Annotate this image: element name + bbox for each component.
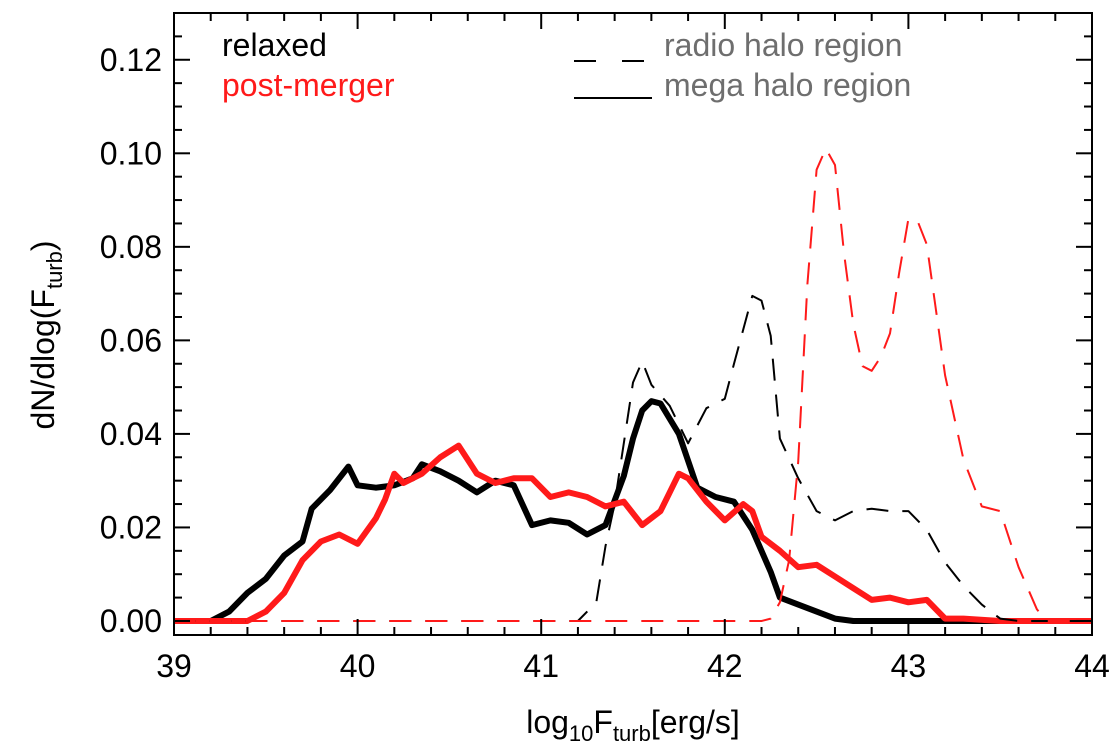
y-tick-label: 0.10 bbox=[100, 135, 162, 171]
x-title-unit: [erg/s] bbox=[651, 704, 740, 740]
y-title-tail: ) bbox=[25, 240, 61, 251]
x-tick-label: 43 bbox=[891, 648, 927, 684]
legend-post-merger: post-merger bbox=[222, 67, 395, 103]
x-tick-label: 39 bbox=[156, 648, 192, 684]
series-line-relaxed-radio-halo bbox=[174, 294, 1092, 622]
x-tick-label: 42 bbox=[707, 648, 743, 684]
x-tick-label: 40 bbox=[340, 648, 376, 684]
x-tick-label: 41 bbox=[523, 648, 559, 684]
y-tick-label: 0.02 bbox=[100, 509, 162, 545]
series-line-post-merger-radio-halo bbox=[174, 147, 1092, 622]
y-tick-label: 0.06 bbox=[100, 322, 162, 358]
y-title-head: dN/dlog(F bbox=[25, 289, 61, 430]
x-title-sub-10: 10 bbox=[569, 721, 593, 746]
tick-labels: 39 40 41 42 43 44 0.00 0.02 0.04 0.06 0.08 0.10 0.12 bbox=[100, 42, 1110, 684]
legend-style: radio halo region mega halo region bbox=[574, 27, 911, 103]
x-tick-label: 44 bbox=[1074, 648, 1110, 684]
series-line-relaxed-mega-halo bbox=[174, 398, 1092, 624]
legend-radio-halo: radio halo region bbox=[664, 27, 902, 63]
series-line-post-merger-mega-halo bbox=[174, 442, 1092, 624]
plot-frame bbox=[173, 12, 1093, 636]
legend-relaxed: relaxed bbox=[222, 27, 327, 63]
legend-mega-halo: mega halo region bbox=[664, 67, 911, 103]
x-title-f: F bbox=[593, 704, 613, 740]
x-title-sub-turb: turb bbox=[613, 721, 651, 746]
y-axis-title: dN/dlog(Fturb) bbox=[25, 240, 67, 429]
axis-ticks bbox=[173, 12, 1093, 635]
y-tick-label: 0.04 bbox=[100, 416, 162, 452]
y-tick-label: 0.00 bbox=[100, 603, 162, 639]
legend-color: relaxed post-merger bbox=[222, 27, 395, 103]
y-title-sub-turb: turb bbox=[42, 251, 67, 289]
x-title-base: log bbox=[526, 704, 569, 740]
x-axis-title: log10Fturb[erg/s] bbox=[526, 704, 740, 746]
y-tick-label: 0.08 bbox=[100, 229, 162, 265]
series-layer bbox=[174, 147, 1092, 624]
y-tick-label: 0.12 bbox=[100, 42, 162, 78]
